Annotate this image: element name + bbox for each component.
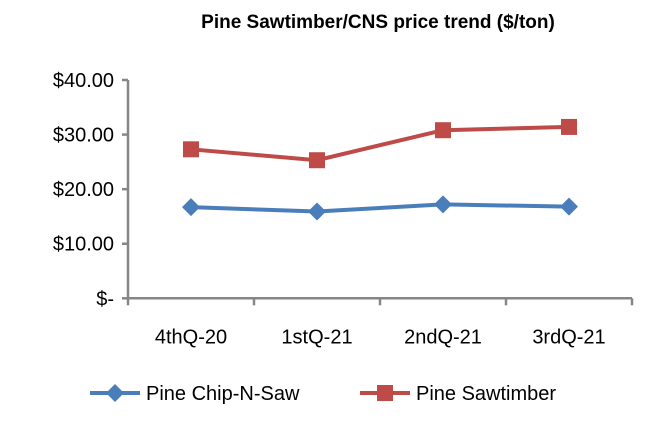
series-line-0 — [190, 202, 570, 214]
y-tick-label: $40.00 — [53, 70, 114, 92]
x-tick-label: 2ndQ-21 — [404, 326, 482, 348]
x-tick-label: 4thQ-20 — [155, 326, 227, 348]
y-tick-label: $10.00 — [53, 234, 114, 256]
x-tick-label: 1stQ-21 — [281, 326, 352, 348]
legend-label: Pine Sawtimber — [416, 383, 556, 405]
legend-marker — [377, 385, 393, 401]
chart-title: Pine Sawtimber/CNS price trend ($/ton) — [201, 12, 555, 33]
y-tick-label: $20.00 — [53, 179, 114, 201]
data-point — [308, 202, 326, 221]
legend-marker — [106, 384, 124, 402]
data-point — [435, 122, 451, 139]
y-tick-label: $- — [96, 288, 114, 310]
data-point — [434, 195, 452, 214]
data-point — [183, 141, 199, 158]
series-line-1 — [190, 124, 570, 163]
legend-label: Pine Chip-N-Saw — [146, 383, 300, 405]
data-point — [560, 197, 578, 216]
data-point — [309, 152, 325, 169]
data-point — [561, 118, 577, 135]
x-tick-label: 3rdQ-21 — [532, 326, 605, 348]
data-point — [182, 198, 200, 217]
y-tick-label: $30.00 — [53, 125, 114, 147]
